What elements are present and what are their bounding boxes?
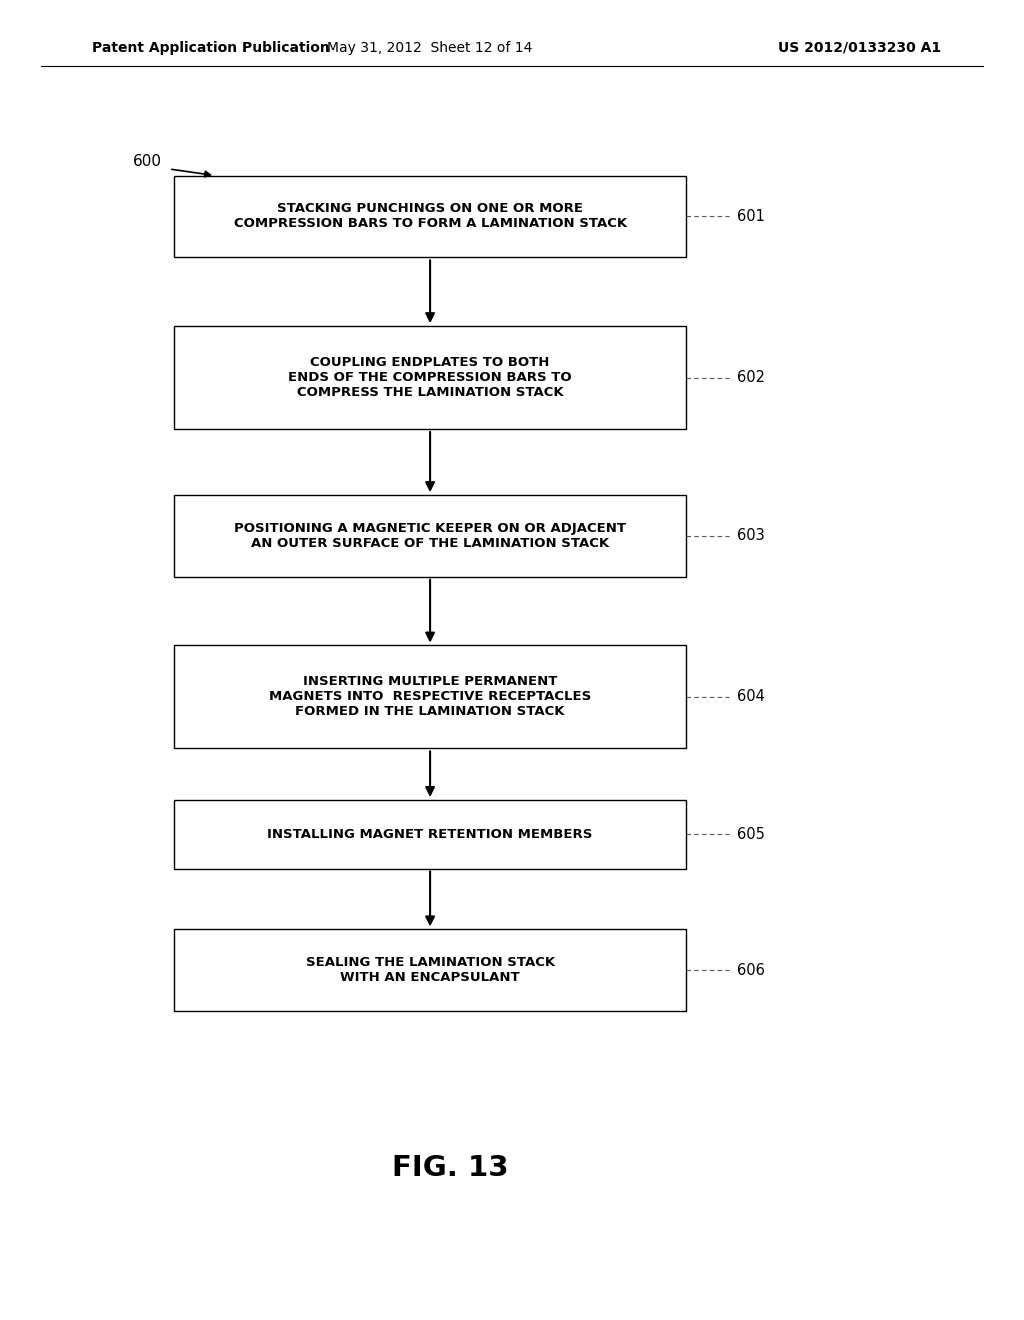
- FancyBboxPatch shape: [174, 929, 686, 1011]
- Text: 601: 601: [737, 209, 765, 224]
- FancyBboxPatch shape: [174, 326, 686, 429]
- Text: POSITIONING A MAGNETIC KEEPER ON OR ADJACENT
AN OUTER SURFACE OF THE LAMINATION : POSITIONING A MAGNETIC KEEPER ON OR ADJA…: [234, 521, 626, 550]
- Text: INSERTING MULTIPLE PERMANENT
MAGNETS INTO  RESPECTIVE RECEPTACLES
FORMED IN THE : INSERTING MULTIPLE PERMANENT MAGNETS INT…: [269, 676, 591, 718]
- Text: 605: 605: [737, 826, 765, 842]
- Text: 606: 606: [737, 962, 765, 978]
- Text: COUPLING ENDPLATES TO BOTH
ENDS OF THE COMPRESSION BARS TO
COMPRESS THE LAMINATI: COUPLING ENDPLATES TO BOTH ENDS OF THE C…: [289, 356, 571, 399]
- Text: US 2012/0133230 A1: US 2012/0133230 A1: [778, 41, 941, 54]
- Text: FIG. 13: FIG. 13: [392, 1154, 509, 1183]
- FancyBboxPatch shape: [174, 495, 686, 577]
- Text: May 31, 2012  Sheet 12 of 14: May 31, 2012 Sheet 12 of 14: [328, 41, 532, 54]
- Text: 604: 604: [737, 689, 765, 705]
- FancyBboxPatch shape: [174, 800, 686, 869]
- Text: 603: 603: [737, 528, 765, 544]
- Text: STACKING PUNCHINGS ON ONE OR MORE
COMPRESSION BARS TO FORM A LAMINATION STACK: STACKING PUNCHINGS ON ONE OR MORE COMPRE…: [233, 202, 627, 231]
- Text: SEALING THE LAMINATION STACK
WITH AN ENCAPSULANT: SEALING THE LAMINATION STACK WITH AN ENC…: [305, 956, 555, 985]
- Text: INSTALLING MAGNET RETENTION MEMBERS: INSTALLING MAGNET RETENTION MEMBERS: [267, 828, 593, 841]
- FancyBboxPatch shape: [174, 645, 686, 748]
- Text: Patent Application Publication: Patent Application Publication: [92, 41, 330, 54]
- Text: 602: 602: [737, 370, 765, 385]
- Text: 600: 600: [133, 153, 162, 169]
- FancyBboxPatch shape: [174, 176, 686, 257]
